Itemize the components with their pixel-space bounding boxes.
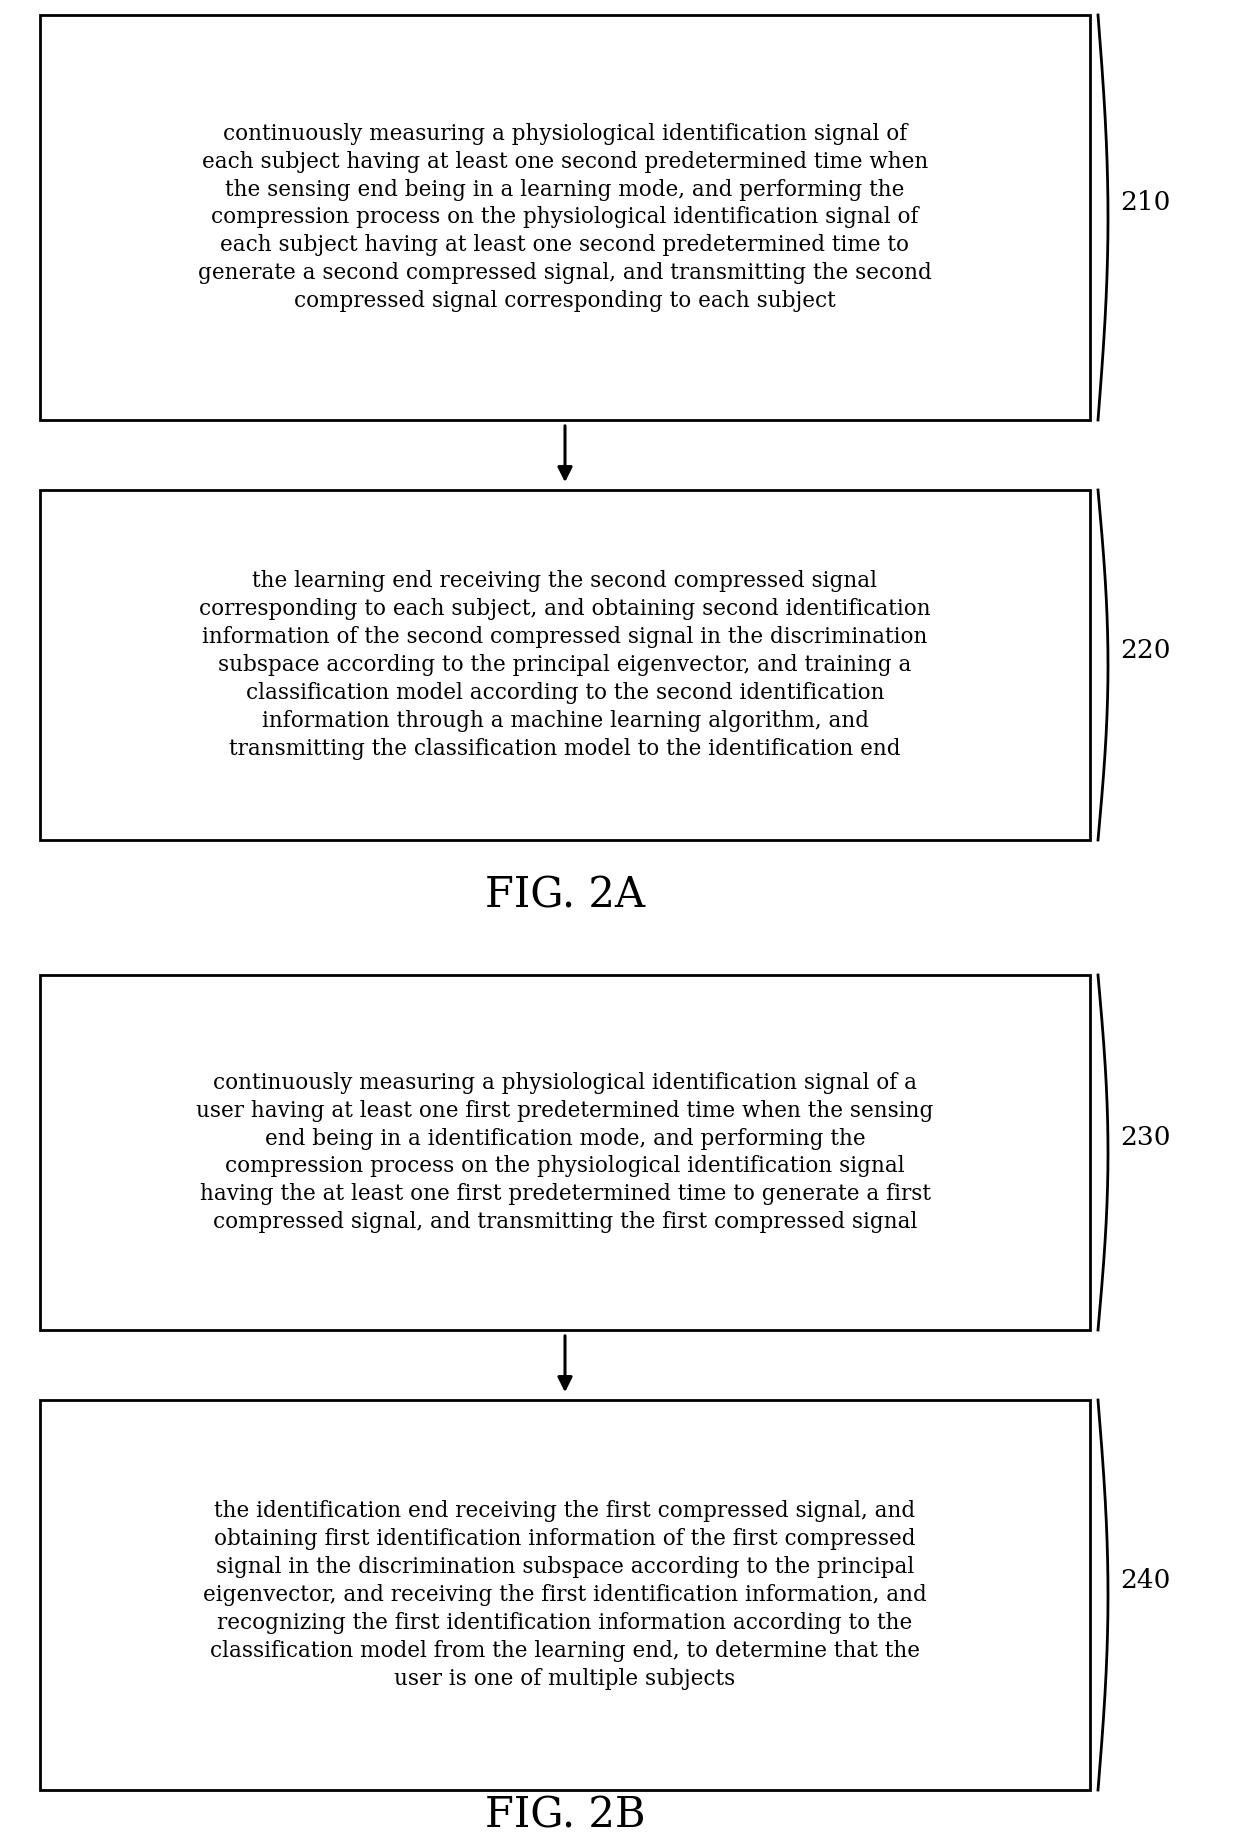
Text: 220: 220 <box>1120 638 1171 662</box>
Text: 240: 240 <box>1120 1568 1171 1592</box>
Text: the learning end receiving the second compressed signal
corresponding to each su: the learning end receiving the second co… <box>200 569 931 759</box>
Bar <box>40 15 1090 420</box>
Bar <box>40 490 1090 840</box>
Text: FIG. 2A: FIG. 2A <box>485 874 645 916</box>
Text: FIG. 2B: FIG. 2B <box>485 1793 645 1836</box>
Text: continuously measuring a physiological identification signal of
each subject hav: continuously measuring a physiological i… <box>198 123 932 311</box>
Bar <box>40 975 1090 1331</box>
Text: continuously measuring a physiological identification signal of a
user having at: continuously measuring a physiological i… <box>196 1071 934 1233</box>
Text: 210: 210 <box>1120 190 1171 216</box>
Bar <box>40 1401 1090 1790</box>
Text: 230: 230 <box>1120 1124 1171 1150</box>
Text: the identification end receiving the first compressed signal, and
obtaining firs: the identification end receiving the fir… <box>203 1500 926 1690</box>
